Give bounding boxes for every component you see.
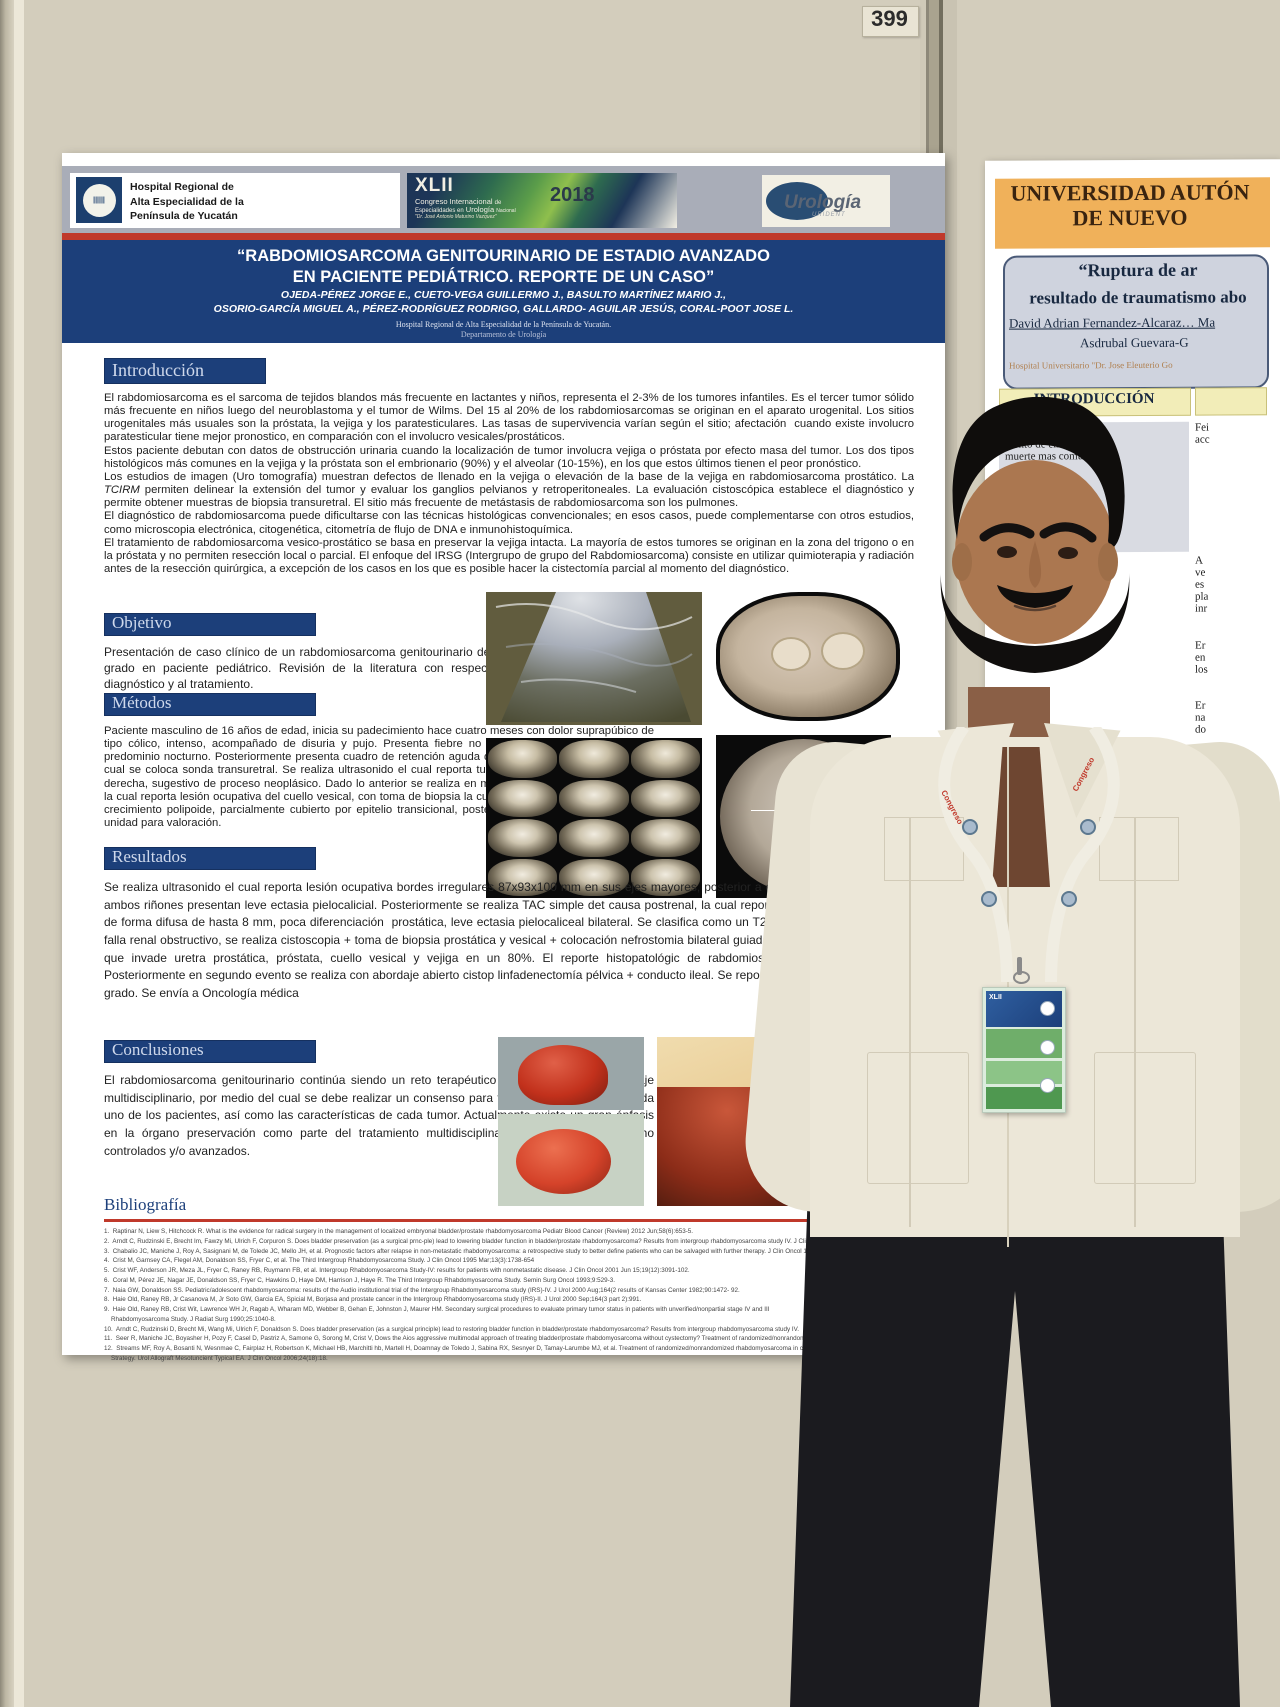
svg-text:Congreso: Congreso (1071, 756, 1097, 793)
svg-text:URIDENT: URIDENT (812, 212, 846, 218)
svg-text:Urología: Urología (784, 192, 861, 213)
